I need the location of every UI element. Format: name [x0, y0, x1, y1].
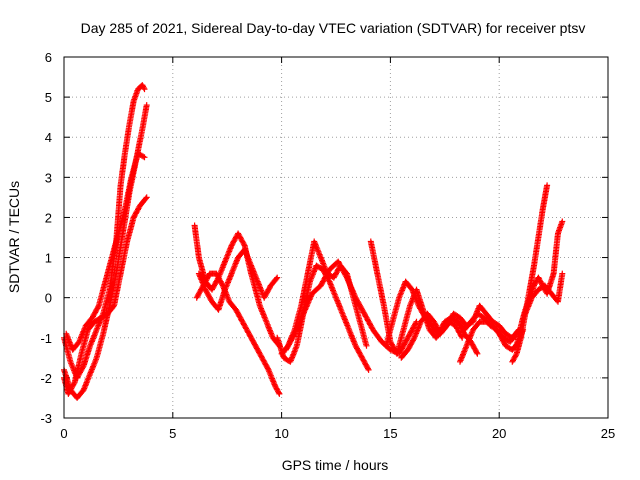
y-tick-label: 1	[45, 251, 52, 266]
series-arc-7	[195, 246, 281, 313]
plus-markers	[63, 150, 148, 353]
series-arc-18	[522, 270, 566, 317]
x-tick-label: 20	[492, 426, 506, 441]
plot-frame	[63, 56, 609, 419]
plus-markers	[522, 270, 566, 317]
y-tick-label: 2	[45, 210, 52, 225]
x-tick-label: 10	[274, 426, 288, 441]
y-axis-title: SDTVAR / TECUs	[6, 181, 22, 293]
y-tick-label: -1	[40, 331, 52, 346]
series-arc-1	[61, 82, 148, 381]
plus-markers	[61, 82, 148, 381]
x-tick-label: 15	[383, 426, 397, 441]
y-tick-labels: -3 -2 -1 0 1 2 3 4 5 6	[40, 50, 52, 426]
series-arc-10	[283, 258, 420, 357]
y-tick-label: 4	[45, 130, 52, 145]
series-arc-2	[61, 102, 150, 401]
chart-title: Day 285 of 2021, Sidereal Day-to-day VTE…	[81, 20, 586, 36]
x-tick-label: 25	[601, 426, 615, 441]
y-tick-label: -3	[40, 411, 52, 426]
y-tick-label: 0	[45, 291, 52, 306]
x-tick-labels: 0 5 10 15 20 25	[60, 426, 615, 441]
y-tick-label: 6	[45, 50, 52, 65]
y-tick-label: 3	[45, 170, 52, 185]
y-tick-label: 5	[45, 90, 52, 105]
plus-markers	[61, 102, 150, 401]
data-points	[61, 82, 566, 401]
x-axis-title: GPS time / hours	[282, 457, 389, 473]
plus-markers	[283, 258, 420, 357]
x-tick-label: 5	[169, 426, 176, 441]
plus-markers	[195, 246, 281, 313]
y-tick-label: -2	[40, 371, 52, 386]
series-arc-3	[63, 150, 148, 353]
x-tick-label: 0	[60, 426, 67, 441]
